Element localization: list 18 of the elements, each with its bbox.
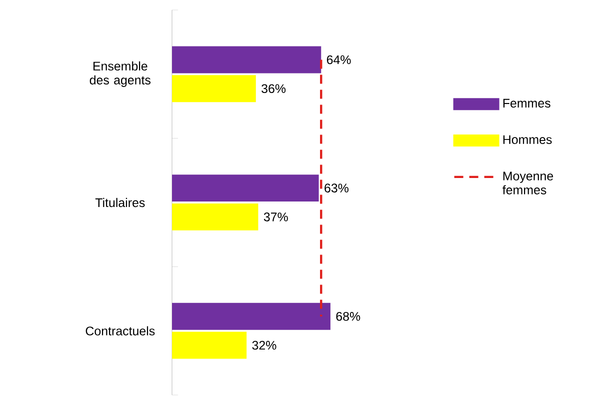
legend-label: Femmes	[503, 98, 550, 108]
data-label: 64%	[326, 55, 351, 64]
data-label: 37%	[264, 212, 288, 222]
data-label: 36%	[262, 84, 286, 94]
y-tick-label: Contractuels	[86, 326, 155, 336]
bar	[172, 75, 256, 102]
bar	[172, 302, 330, 330]
bar	[172, 203, 258, 230]
y-tick-label: Ensemble des agents	[90, 61, 150, 87]
bar	[172, 332, 247, 359]
data-label: 32%	[252, 340, 276, 350]
legend-label: Moyenne femmes	[502, 172, 554, 194]
bar	[172, 46, 322, 74]
bar	[172, 174, 319, 202]
data-label: 63%	[324, 184, 348, 192]
legend-label: Hommes	[503, 135, 552, 144]
data-label: 68%	[336, 312, 360, 321]
y-tick-label: Titulaires	[95, 198, 145, 208]
